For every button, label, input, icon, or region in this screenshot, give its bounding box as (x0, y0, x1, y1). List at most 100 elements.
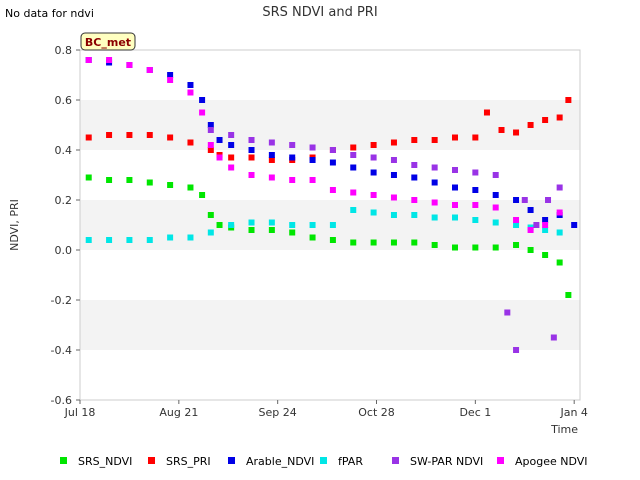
data-point (207, 212, 214, 218)
data-point (370, 192, 377, 198)
x-tick-label: Aug 21 (159, 406, 198, 419)
data-point (167, 77, 174, 83)
data-point (248, 219, 255, 226)
y-axis-ticks: -0.6 -0.4 -0.2 0.0 0.2 0.4 0.6 0.8 (51, 44, 80, 407)
data-point (411, 137, 418, 143)
data-point (248, 227, 255, 233)
data-point (199, 97, 206, 103)
data-point (411, 212, 418, 218)
data-point (556, 259, 563, 266)
data-point (452, 214, 458, 221)
data-point (542, 252, 549, 258)
data-point (248, 154, 255, 161)
no-data-note: No data for ndvi (5, 7, 94, 20)
data-point (329, 222, 336, 228)
data-point (167, 182, 174, 188)
data-point (452, 184, 458, 191)
data-point (550, 334, 557, 341)
data-point (85, 237, 92, 243)
data-point (350, 207, 357, 213)
data-point (309, 144, 316, 151)
data-point (390, 139, 397, 146)
data-point (207, 122, 214, 128)
data-point (542, 227, 549, 233)
data-point (556, 229, 563, 236)
legend-label: SRS_PRI (166, 455, 211, 468)
x-axis-ticks: Jul 18 Aug 21 Sep 24 Oct 28 Dec 1 Jan 4 (64, 400, 588, 419)
legend-swatch (228, 457, 235, 464)
legend-label: SRS_NDVI (78, 455, 132, 468)
data-point (289, 229, 296, 236)
x-tick-label: Dec 1 (459, 406, 491, 419)
data-point (126, 132, 133, 138)
data-point (492, 219, 499, 226)
data-point (452, 244, 458, 251)
data-point (390, 172, 397, 178)
data-point (492, 192, 499, 198)
data-point (228, 142, 235, 148)
data-point (146, 132, 153, 138)
data-point (556, 184, 563, 191)
data-point (268, 227, 275, 233)
data-point (268, 157, 275, 163)
data-point (513, 197, 520, 203)
data-point (207, 142, 214, 148)
data-point (513, 222, 520, 228)
data-point (85, 134, 92, 141)
legend-label: fPAR (338, 455, 363, 468)
data-point (472, 202, 479, 208)
data-point (289, 222, 296, 228)
legend: SRS_NDVI SRS_PRI Arable_NDVI fPAR SW-PAR NDV… (60, 455, 588, 468)
series-1 (85, 97, 572, 163)
y-tick-label: 0.8 (55, 44, 73, 57)
data-point (329, 147, 336, 153)
data-point (527, 227, 534, 233)
data-point (513, 347, 520, 353)
data-point (146, 67, 153, 73)
data-point (527, 247, 534, 253)
data-point (106, 132, 113, 138)
data-point (452, 167, 458, 173)
data-point (199, 109, 206, 116)
y-tick-label: 0.0 (55, 244, 73, 257)
legend-swatch (392, 457, 399, 464)
series-4 (207, 127, 563, 353)
y-tick-label: 0.6 (55, 94, 73, 107)
data-point (268, 174, 275, 181)
data-point (452, 134, 458, 141)
data-point (248, 172, 255, 178)
data-point (329, 237, 336, 243)
x-axis-label: Time (550, 423, 578, 436)
data-point (542, 222, 549, 228)
data-point (527, 207, 534, 213)
data-point (289, 154, 296, 161)
data-point (370, 169, 377, 176)
data-point (268, 152, 275, 158)
data-point (207, 147, 214, 153)
data-point (411, 162, 418, 168)
data-point (126, 237, 133, 243)
data-point (309, 157, 316, 163)
data-point (289, 177, 296, 183)
plot-frame (79, 49, 581, 401)
data-point (126, 177, 133, 183)
y-tick-label: 0.4 (55, 144, 73, 157)
legend-label: Apogee NDVI (515, 455, 588, 468)
data-point (452, 202, 458, 208)
data-point (167, 134, 174, 141)
data-point (350, 189, 357, 196)
data-point (527, 122, 534, 128)
data-point (498, 127, 505, 133)
x-tick-label: Oct 28 (358, 406, 395, 419)
series-5 (85, 57, 563, 233)
data-point (350, 144, 357, 151)
data-point (199, 192, 206, 198)
data-point (268, 219, 275, 226)
data-point (370, 239, 377, 246)
data-point (492, 204, 499, 211)
x-tick-label: Jan 4 (559, 406, 587, 419)
data-point (370, 142, 377, 148)
data-point (472, 217, 479, 223)
data-point (216, 222, 223, 228)
